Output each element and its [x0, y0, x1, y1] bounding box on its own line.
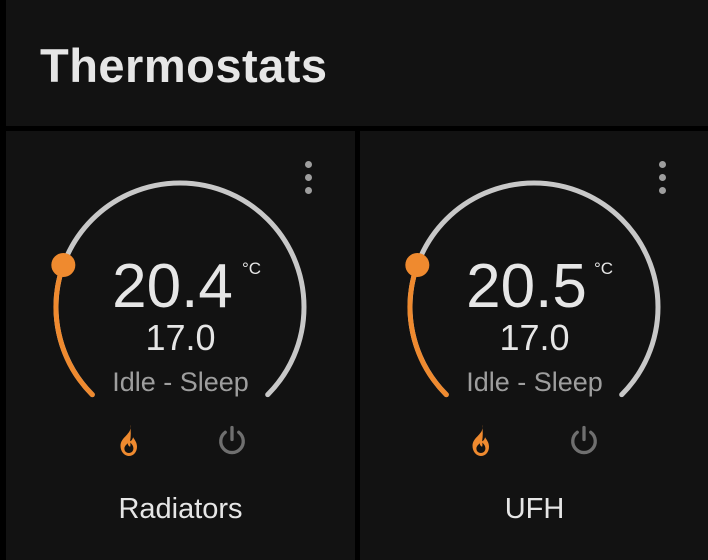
setpoint-handle[interactable] — [51, 252, 76, 277]
thermostat-name: Radiators — [118, 493, 243, 525]
current-temperature: 20.4 — [112, 252, 233, 321]
target-temperature: 17.0 — [145, 317, 216, 358]
current-temperature: 20.5 — [466, 252, 587, 321]
temperature-dial[interactable] — [6, 131, 355, 560]
status-text: Idle - Sleep — [466, 367, 603, 397]
temperature-unit: °C — [594, 259, 614, 278]
thermostat-name: UFH — [504, 493, 565, 525]
temperature-dial[interactable] — [360, 131, 708, 560]
dial-progress — [407, 262, 449, 398]
status-text: Idle - Sleep — [112, 367, 249, 397]
power-icon[interactable] — [566, 423, 602, 459]
dial-progress — [53, 262, 95, 398]
header-card: Thermostats — [6, 0, 708, 126]
thermostat-card-ufh: 20.5 °C 17.0 Idle - Sleep UFH — [360, 131, 708, 560]
temperature-unit: °C — [242, 259, 262, 278]
power-icon[interactable] — [214, 423, 250, 459]
page-title: Thermostats — [40, 39, 328, 92]
target-temperature: 17.0 — [499, 317, 570, 358]
setpoint-handle[interactable] — [405, 252, 430, 277]
more-options-icon[interactable] — [301, 161, 317, 197]
thermostat-card-radiators: 20.4 °C 17.0 Idle - Sleep Radiators — [6, 131, 355, 560]
flame-icon[interactable] — [462, 423, 498, 459]
flame-icon[interactable] — [110, 423, 146, 459]
more-options-icon[interactable] — [655, 161, 671, 197]
